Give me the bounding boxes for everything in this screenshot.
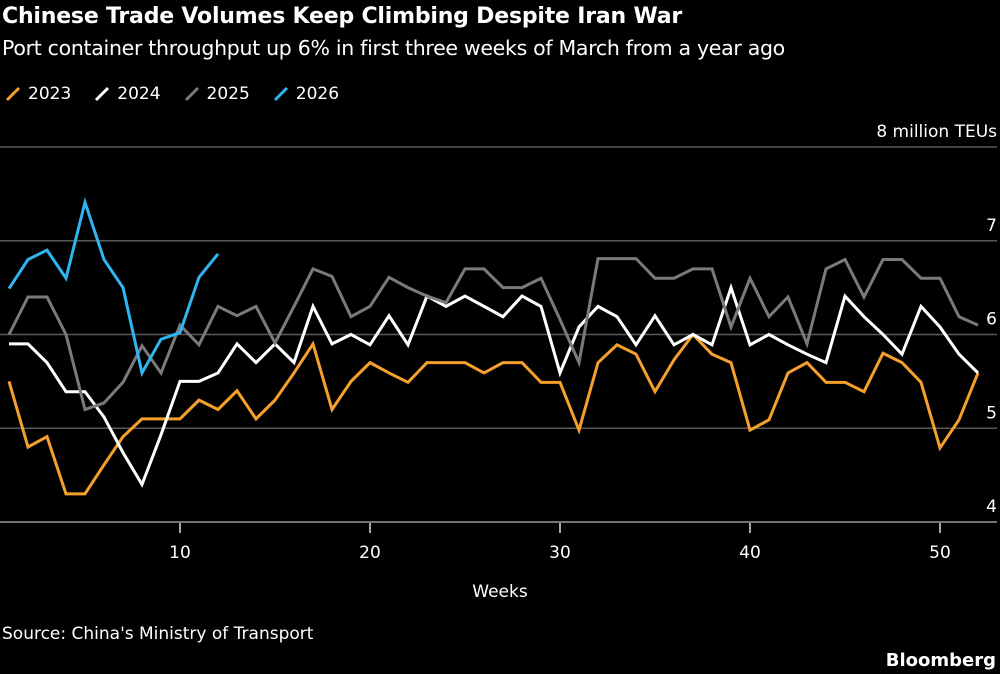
legend-item-2025: 2025 bbox=[183, 84, 250, 104]
legend-item-2026: 2026 bbox=[272, 84, 339, 104]
chart-title: Chinese Trade Volumes Keep Climbing Desp… bbox=[2, 4, 683, 29]
legend-item-2024: 2024 bbox=[93, 84, 161, 104]
legend-swatch-icon bbox=[273, 86, 288, 102]
x-tick-label: 50 bbox=[929, 543, 951, 563]
series-line-2024 bbox=[9, 282, 980, 488]
chart-subtitle: Port container throughput up 6% in first… bbox=[2, 36, 785, 60]
x-tick-label: 10 bbox=[169, 543, 191, 563]
series-line-2023 bbox=[7, 332, 980, 496]
legend-label: 2024 bbox=[117, 84, 161, 104]
legend-swatch-icon bbox=[5, 86, 21, 102]
legend: 2023 2024 2025 2026 bbox=[4, 84, 339, 104]
y-tick-label: 5 bbox=[986, 403, 997, 423]
source-note: Source: China's Ministry of Transport bbox=[2, 624, 314, 644]
y-unit-label: 8 million TEUs bbox=[876, 122, 997, 142]
x-tick-label: 40 bbox=[739, 543, 761, 563]
gridlines bbox=[0, 146, 997, 523]
x-tick-label: 20 bbox=[359, 543, 381, 563]
legend-label: 2026 bbox=[295, 84, 340, 104]
x-tick-labels: 10 20 30 40 50 bbox=[169, 523, 951, 563]
legend-label: 2025 bbox=[206, 84, 250, 104]
y-tick-label: 7 bbox=[986, 216, 997, 236]
bloomberg-logo: Bloomberg bbox=[885, 650, 996, 671]
legend-swatch-icon bbox=[184, 86, 199, 102]
legend-item-2023: 2023 bbox=[4, 84, 71, 104]
legend-label: 2023 bbox=[28, 84, 72, 104]
y-tick-label: 6 bbox=[986, 310, 997, 330]
y-tick-labels: 4 5 6 7 bbox=[986, 216, 997, 517]
series-lines bbox=[7, 196, 980, 496]
series-line-2025 bbox=[7, 257, 979, 412]
y-tick-label: 4 bbox=[986, 497, 997, 517]
legend-swatch-icon bbox=[95, 86, 110, 102]
x-axis-label: Weeks bbox=[472, 582, 528, 602]
series-line-2026 bbox=[7, 196, 220, 378]
x-tick-label: 30 bbox=[549, 543, 571, 563]
